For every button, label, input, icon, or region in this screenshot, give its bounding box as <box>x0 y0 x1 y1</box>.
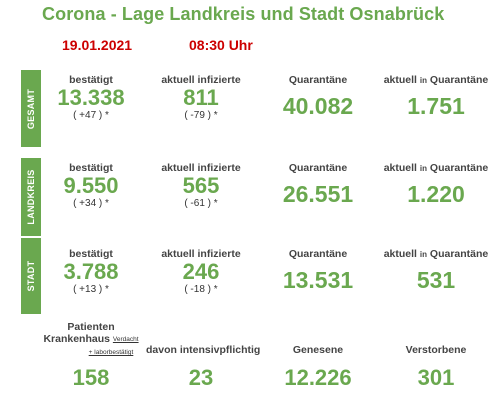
gesamt-active: aktuell infizierte 811 ( -79 ) * <box>161 74 241 121</box>
gesamt-current-quarantine: aktuell in Quarantäne 1.751 <box>383 74 489 119</box>
gesamt-confirmed: bestätigt 13.338 ( +47 ) * <box>57 74 125 121</box>
intensive-care-value: 23 <box>188 365 214 390</box>
landkreis-active: aktuell infizierte 565 ( -61 ) * <box>161 162 241 209</box>
landkreis-current-quarantine: aktuell in Quarantäne 1.220 <box>383 162 489 207</box>
deceased: Verstorbene <box>405 344 467 356</box>
report-date: 19.01.2021 <box>62 37 133 53</box>
deceased-value: 301 <box>417 365 455 390</box>
landkreis-quarantine: Quarantäne 26.551 <box>282 162 354 207</box>
hospital-patients-value: 158 <box>72 365 110 390</box>
recovered-value: 12.226 <box>284 365 352 390</box>
intensive-care: davon intensivpflichtig <box>146 344 261 356</box>
page-title: Corona - Lage Landkreis und Stadt Osnabr… <box>42 4 445 24</box>
side-label-stadt: STADT <box>21 238 41 314</box>
recovered: Genesene <box>292 344 344 356</box>
stadt-quarantine: Quarantäne 13.531 <box>282 248 354 293</box>
landkreis-confirmed: bestätigt 9.550 ( +34 ) * <box>63 162 119 209</box>
stadt-confirmed: bestätigt 3.788 ( +13 ) * <box>63 248 119 295</box>
gesamt-quarantine: Quarantäne 40.082 <box>282 74 354 119</box>
stadt-current-quarantine: aktuell in Quarantäne 531 <box>383 248 489 293</box>
report-time: 08:30 Uhr <box>189 37 253 53</box>
side-label-gesamt: GESAMT <box>21 70 41 147</box>
hospital-patients: Patienten Krankenhaus Verdacht + laborbe… <box>43 321 139 356</box>
stadt-active: aktuell infizierte 246 ( -18 ) * <box>161 248 241 295</box>
side-label-landkreis: LANDKREIS <box>21 158 41 236</box>
